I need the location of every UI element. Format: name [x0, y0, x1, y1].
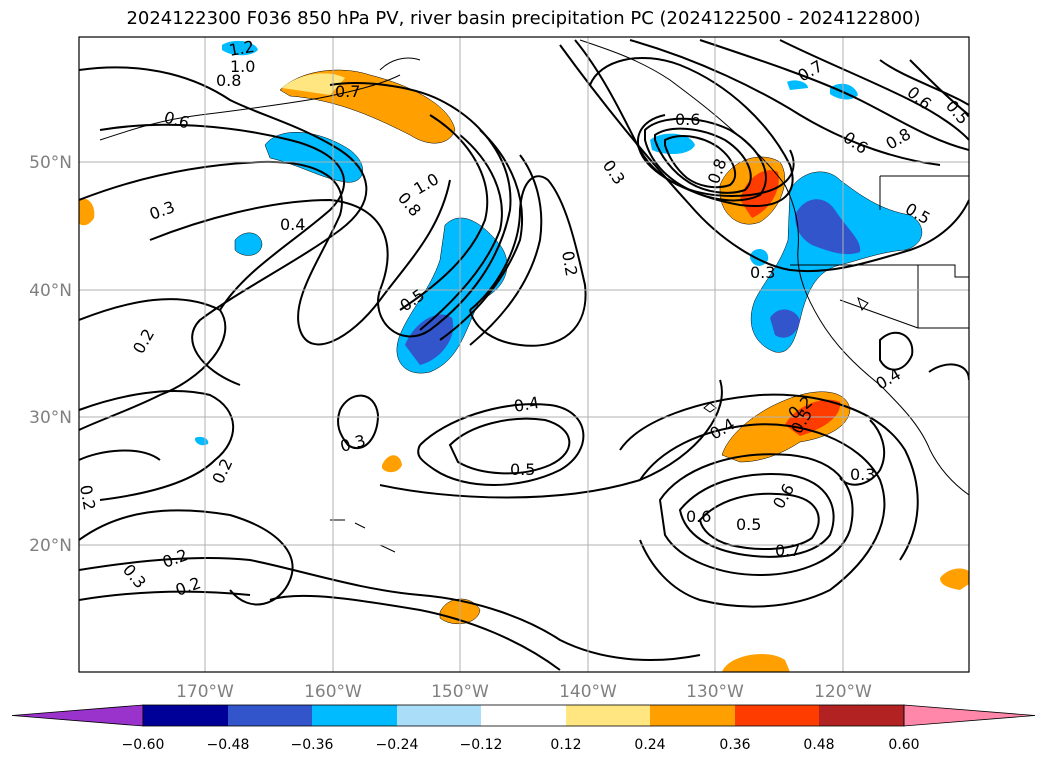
contour-label: 0.4 — [512, 393, 540, 416]
map-border — [78, 36, 970, 673]
contour-label: 0.5 — [736, 515, 761, 534]
contour-label: 0.3 — [750, 263, 775, 282]
map-area — [79, 37, 969, 672]
colorbar-tick-label: 0.36 — [719, 737, 750, 753]
lon-tick-label: 170°W — [176, 682, 234, 702]
colorbar-extend-high — [903, 704, 1036, 727]
latitude-axis: 50°N 40°N 30°N 20°N — [29, 153, 72, 556]
contour-label: 0.3 — [850, 465, 875, 484]
contour-label: 0.6 — [686, 507, 711, 526]
colorbar-segment — [312, 705, 397, 726]
lon-tick-label: 130°W — [686, 682, 744, 702]
grid-lines — [79, 37, 969, 672]
lat-tick-label: 40°N — [29, 281, 72, 301]
colorbar-tick-label: 0.12 — [550, 737, 581, 753]
lat-tick-label: 30°N — [29, 408, 72, 428]
lat-tick-label: 50°N — [29, 153, 72, 173]
contour-label: 0.7 — [335, 82, 360, 101]
colorbar-segment — [566, 705, 650, 726]
lon-tick-label: 120°W — [814, 682, 872, 702]
colorbar-extend-low — [11, 704, 144, 727]
contour-label: 1.0 — [230, 57, 255, 76]
colorbar-segment — [228, 705, 312, 726]
colorbar-frame — [142, 704, 905, 727]
coastlines — [99, 39, 969, 553]
lon-tick-label: 140°W — [559, 682, 617, 702]
chart-title: 2024122300 F036 850 hPa PV, river basin … — [126, 8, 921, 29]
lon-tick-label: 160°W — [304, 682, 362, 702]
colorbar-segment — [735, 705, 819, 726]
colorbar-segment — [481, 705, 566, 726]
colorbar-tick-label: −0.60 — [122, 737, 165, 753]
colorbar-tick-label: 0.48 — [803, 737, 834, 753]
contour-label: 0.5 — [510, 460, 535, 479]
lon-tick-label: 150°W — [431, 682, 489, 702]
contour-label: 0.6 — [675, 110, 700, 129]
colorbar-tick-label: −0.24 — [376, 737, 419, 753]
colorbar-ticks: −0.60 −0.48 −0.36 −0.24 −0.12 0.12 0.24 … — [122, 737, 920, 753]
contour-label: 0.4 — [280, 215, 305, 234]
colorbar-segment — [650, 705, 735, 726]
contour-label: 1.2 — [227, 37, 255, 60]
colorbar-tick-label: −0.48 — [207, 737, 250, 753]
colorbar-tick-label: −0.12 — [460, 737, 503, 753]
contour-label: 0.2 — [76, 483, 99, 511]
colorbar — [11, 704, 1036, 727]
colorbar-tick-label: 0.24 — [634, 737, 665, 753]
pv-contours — [79, 39, 969, 671]
colorbar-segment — [143, 705, 228, 726]
contour-label: 0.7 — [775, 541, 800, 560]
colorbar-tick-label: −0.36 — [291, 737, 334, 753]
colorbar-segment — [397, 705, 481, 726]
contour-label: 0.8 — [216, 71, 241, 90]
lat-tick-label: 20°N — [29, 536, 72, 556]
contour-label: 0.2 — [558, 249, 581, 277]
colorbar-tick-label: 0.60 — [888, 737, 919, 753]
longitude-axis: 170°W 160°W 150°W 140°W 130°W 120°W — [176, 682, 872, 702]
colorbar-segment — [819, 705, 904, 726]
